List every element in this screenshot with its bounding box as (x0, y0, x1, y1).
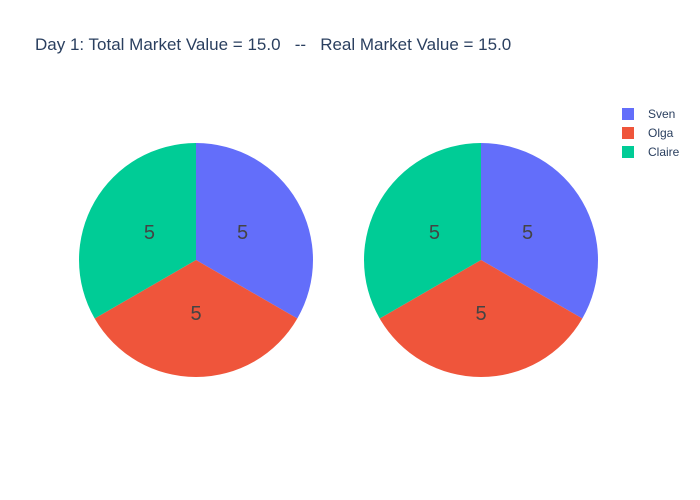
pie-2-slice-claire[interactable] (364, 143, 481, 319)
pie-2-slice-sven[interactable] (481, 143, 598, 319)
legend[interactable]: Sven Olga Claire (622, 107, 680, 159)
pie-1-label-claire: 5 (144, 222, 155, 244)
pie-1-slice-sven[interactable] (196, 143, 313, 319)
legend-label-claire: Claire (648, 145, 680, 159)
pie-1-slice-claire[interactable] (79, 143, 196, 319)
pie-2-label-sven: 5 (522, 222, 533, 244)
legend-item-olga[interactable]: Olga (622, 126, 674, 140)
legend-swatch-claire (622, 146, 634, 158)
pie-2: 5 5 5 (364, 143, 598, 377)
legend-swatch-sven (622, 108, 634, 120)
pie-1: 5 5 5 (79, 143, 313, 377)
legend-item-claire[interactable]: Claire (622, 145, 680, 159)
pie-2-label-olga: 5 (475, 303, 486, 325)
pie-1-label-olga: 5 (190, 303, 201, 325)
pies-layer: 5 5 5 5 5 5 (79, 143, 598, 377)
pie-2-slice-olga[interactable] (379, 260, 583, 377)
legend-swatch-olga (622, 127, 634, 139)
pie-1-slice-olga[interactable] (94, 260, 298, 377)
pie-1-label-sven: 5 (237, 222, 248, 244)
pie-2-label-claire: 5 (429, 222, 440, 244)
legend-label-sven: Sven (648, 107, 675, 121)
legend-label-olga: Olga (648, 126, 674, 140)
chart-title: Day 1: Total Market Value = 15.0 -- Real… (35, 35, 511, 54)
legend-item-sven[interactable]: Sven (622, 107, 675, 121)
